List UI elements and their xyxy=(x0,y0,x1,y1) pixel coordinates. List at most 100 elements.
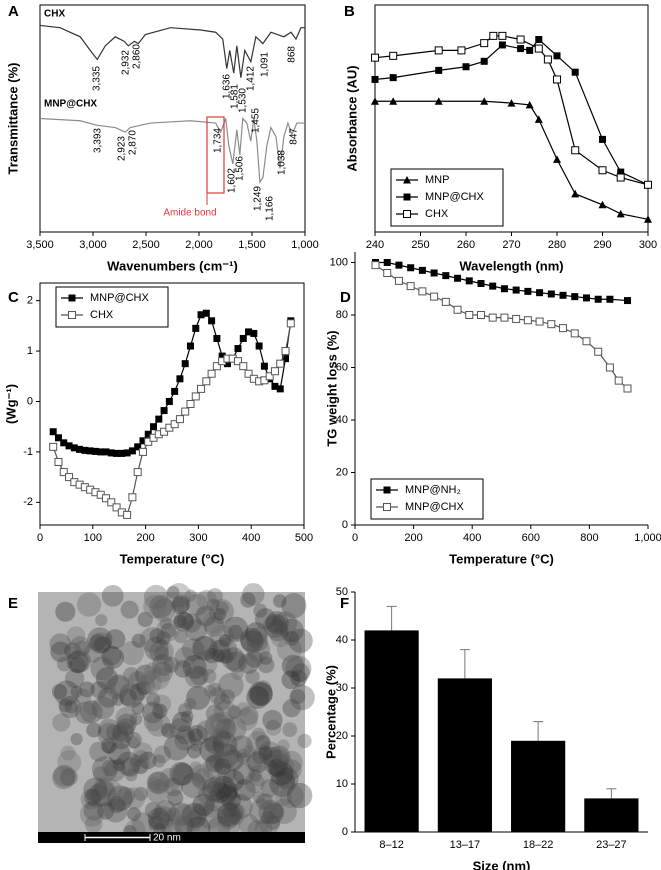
marker xyxy=(453,305,462,314)
marker xyxy=(212,362,221,371)
particle xyxy=(64,700,78,714)
x-tick-label: 270 xyxy=(502,239,520,251)
particle xyxy=(64,668,85,689)
particle xyxy=(271,798,297,825)
marker xyxy=(535,36,543,44)
particle xyxy=(152,754,166,768)
particle xyxy=(59,695,82,719)
particle xyxy=(192,635,218,661)
marker xyxy=(134,443,142,451)
particle xyxy=(253,603,268,618)
particle xyxy=(210,711,236,737)
particle xyxy=(191,636,216,660)
marker xyxy=(171,387,179,395)
particle xyxy=(203,736,219,752)
particle xyxy=(52,765,76,790)
marker xyxy=(500,313,509,322)
particle xyxy=(189,761,203,775)
particle xyxy=(90,656,115,681)
marker xyxy=(54,434,62,442)
x-tick-label: 200 xyxy=(404,532,422,544)
marker xyxy=(644,215,652,223)
marker xyxy=(534,44,543,53)
marker xyxy=(394,276,403,285)
particle xyxy=(209,624,235,650)
particle xyxy=(202,755,227,780)
particle xyxy=(147,667,170,690)
panel-label: B xyxy=(344,3,355,20)
particle xyxy=(227,705,242,719)
marker xyxy=(197,384,206,393)
particle xyxy=(239,627,264,652)
particle xyxy=(139,627,166,653)
marker xyxy=(112,503,121,512)
marker xyxy=(457,46,466,55)
marker xyxy=(192,324,200,332)
particle xyxy=(176,612,194,630)
particle xyxy=(93,777,114,798)
particle xyxy=(89,633,107,651)
particle xyxy=(172,814,192,834)
particle xyxy=(143,712,163,732)
particle xyxy=(138,751,157,770)
particle xyxy=(269,761,294,786)
marker xyxy=(582,337,591,346)
particle xyxy=(290,669,308,687)
particle xyxy=(108,795,126,814)
x-tick-label: 400 xyxy=(242,532,260,544)
particle xyxy=(80,700,103,724)
marker xyxy=(239,362,248,371)
particle xyxy=(152,703,168,719)
particle xyxy=(119,640,144,666)
particle xyxy=(269,771,296,797)
particle xyxy=(111,725,129,742)
particle xyxy=(57,656,72,672)
marker xyxy=(76,445,84,453)
particle xyxy=(86,784,110,808)
particle xyxy=(116,713,137,734)
particle xyxy=(127,736,140,749)
particle xyxy=(262,709,283,731)
particle xyxy=(281,654,305,678)
particle xyxy=(107,674,131,697)
particle xyxy=(189,738,203,752)
particle xyxy=(297,733,312,749)
marker xyxy=(176,375,184,383)
marker xyxy=(462,63,470,71)
particle xyxy=(192,803,210,821)
series-name: MNP@CHX xyxy=(44,99,97,110)
particle xyxy=(135,664,156,686)
x-tick-label: 100 xyxy=(84,532,102,544)
particle xyxy=(207,682,222,696)
particle xyxy=(188,728,203,743)
particle xyxy=(252,747,269,765)
panel-label: C xyxy=(8,289,19,306)
particle xyxy=(154,778,168,792)
marker xyxy=(623,384,632,393)
series-name: CHX xyxy=(44,9,65,20)
particle xyxy=(211,727,227,743)
particle xyxy=(178,703,193,718)
particle xyxy=(211,648,225,663)
particle xyxy=(215,718,237,740)
marker xyxy=(265,372,274,381)
particle xyxy=(238,813,259,835)
panel-label: F xyxy=(340,595,349,612)
particle xyxy=(279,750,303,775)
particle xyxy=(215,743,239,768)
y-tick-label: 0 xyxy=(342,519,348,531)
particle xyxy=(153,745,172,764)
marker xyxy=(244,369,253,378)
particle xyxy=(214,758,232,775)
particle xyxy=(101,646,125,669)
x-tick-label: 2,500 xyxy=(132,239,160,251)
particle xyxy=(216,780,239,803)
particle xyxy=(263,750,289,776)
particle xyxy=(238,653,259,674)
particle xyxy=(182,654,207,679)
particle xyxy=(215,783,238,806)
particle xyxy=(196,589,218,611)
peak-label: 1,166 xyxy=(265,196,276,221)
particle xyxy=(161,723,177,739)
particle xyxy=(182,613,202,633)
